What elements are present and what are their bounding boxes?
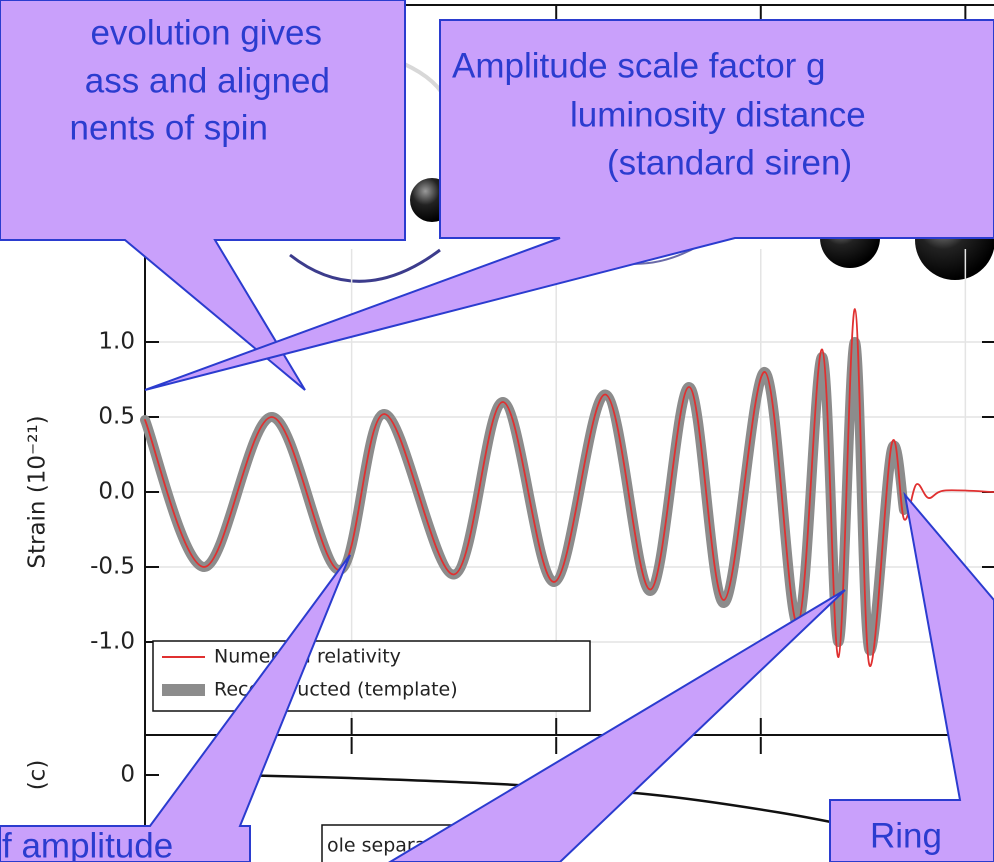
callout-text: ass and aligned xyxy=(85,61,330,100)
callout-text: f amplitude xyxy=(2,826,173,862)
callout-text: nents of spin xyxy=(70,108,268,147)
callout-text: evolution gives xyxy=(90,13,322,52)
y-tick-label: 0 xyxy=(120,762,135,788)
y-axis-label: (c) xyxy=(25,760,51,791)
y-tick-label: 0.0 xyxy=(98,479,135,505)
data-line xyxy=(144,308,994,667)
callout-box xyxy=(144,19,994,391)
callout-text: (standard siren) xyxy=(607,143,852,182)
callout-box xyxy=(0,554,351,862)
y-tick-label: -1.0 xyxy=(90,629,135,655)
y-tick-label: -0.5 xyxy=(90,554,135,580)
y-tick-label: 1.0 xyxy=(98,329,135,355)
data-line xyxy=(140,336,909,656)
y-tick-label: 0.5 xyxy=(98,404,135,430)
callout-text: luminosity distance xyxy=(570,95,866,134)
callout-text: Amplitude scale factor g xyxy=(452,46,826,85)
legend-box xyxy=(152,640,591,712)
callout-text: Ring xyxy=(870,816,942,855)
callout-box xyxy=(388,589,846,862)
orbit-trace xyxy=(289,248,441,283)
callout-box xyxy=(829,491,994,862)
y-axis-label: Strain (10⁻²¹) xyxy=(25,415,51,568)
callout-box xyxy=(0,0,406,391)
